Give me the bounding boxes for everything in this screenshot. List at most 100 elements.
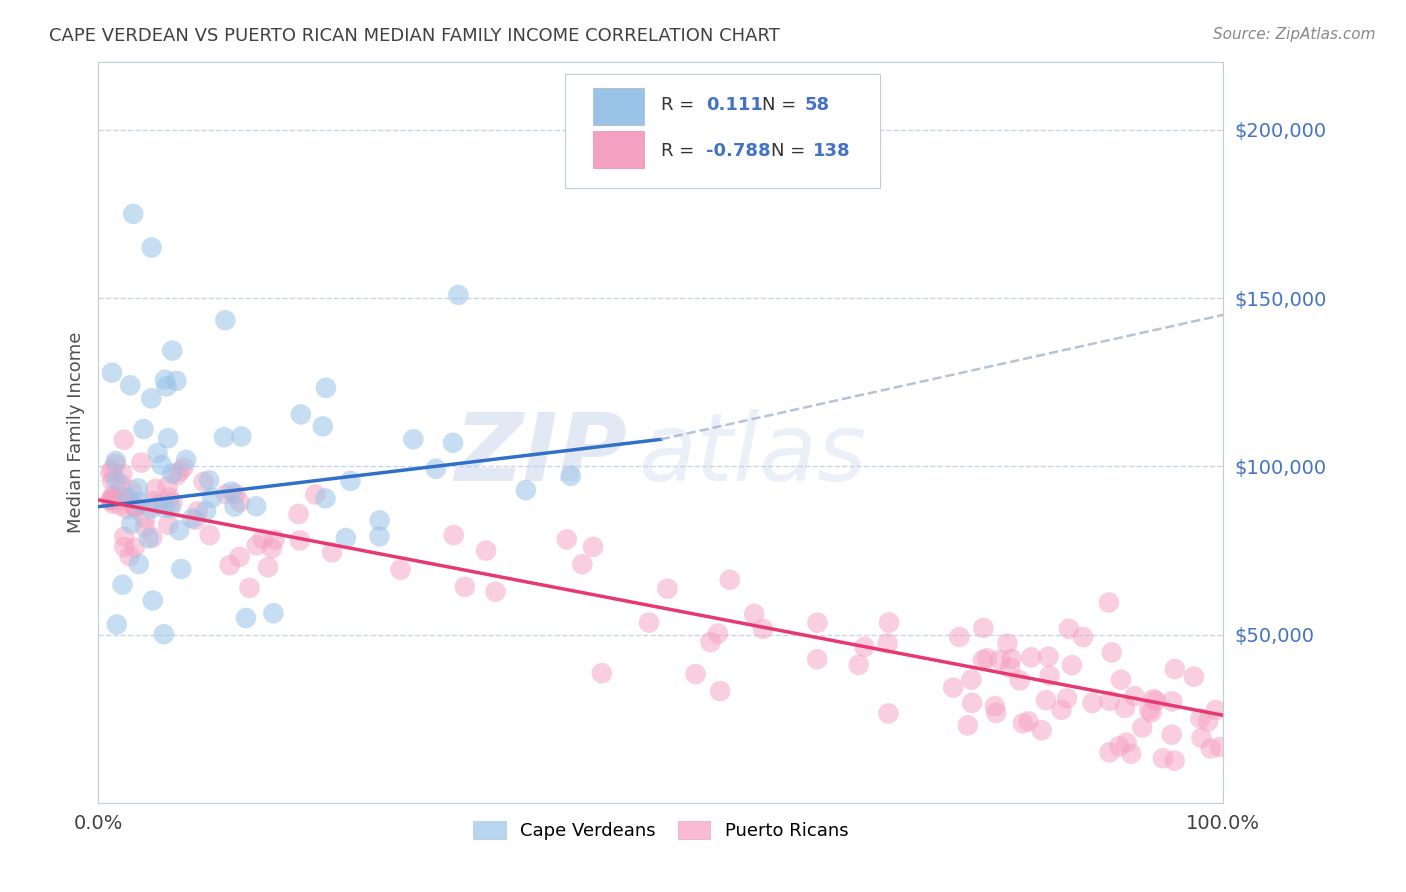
Point bbox=[1109, 673, 1132, 687]
Point bbox=[1108, 739, 1130, 754]
Point bbox=[159, 501, 181, 516]
Point bbox=[447, 288, 470, 302]
Point bbox=[120, 378, 142, 392]
FancyBboxPatch shape bbox=[565, 73, 880, 188]
Point bbox=[718, 573, 741, 587]
Point bbox=[515, 483, 537, 497]
Point bbox=[956, 718, 979, 732]
Point bbox=[1205, 703, 1227, 717]
Point bbox=[201, 491, 224, 505]
Point bbox=[198, 473, 221, 487]
Point bbox=[103, 488, 125, 502]
Point bbox=[112, 530, 135, 544]
Bar bbox=[593, 131, 644, 169]
Point bbox=[1057, 622, 1080, 636]
Point bbox=[238, 581, 260, 595]
Point bbox=[321, 545, 343, 559]
Point bbox=[231, 429, 253, 443]
Point bbox=[1209, 739, 1232, 754]
Point bbox=[1035, 693, 1057, 707]
Point bbox=[1114, 701, 1136, 715]
Point bbox=[134, 520, 156, 534]
Point bbox=[742, 607, 765, 621]
Point bbox=[1197, 714, 1219, 729]
Point bbox=[214, 313, 236, 327]
Point bbox=[224, 500, 246, 514]
Point bbox=[988, 653, 1011, 667]
Point bbox=[484, 584, 506, 599]
Point bbox=[1142, 692, 1164, 706]
Point bbox=[314, 491, 336, 506]
Point bbox=[104, 454, 127, 468]
Point bbox=[218, 558, 240, 573]
Point bbox=[101, 462, 124, 476]
Point bbox=[425, 461, 447, 475]
Point bbox=[972, 621, 994, 635]
Point bbox=[104, 457, 127, 471]
Point bbox=[986, 706, 1008, 720]
Point bbox=[960, 696, 983, 710]
Point bbox=[942, 681, 965, 695]
Point bbox=[1144, 694, 1167, 708]
Point bbox=[170, 562, 193, 576]
Text: Source: ZipAtlas.com: Source: ZipAtlas.com bbox=[1212, 27, 1375, 42]
Text: N =: N = bbox=[762, 95, 801, 113]
Point bbox=[129, 495, 152, 509]
Point bbox=[146, 446, 169, 460]
Point bbox=[156, 479, 179, 493]
Point bbox=[153, 373, 176, 387]
Point bbox=[260, 541, 283, 556]
Point bbox=[685, 667, 707, 681]
Point bbox=[110, 477, 132, 491]
Point bbox=[960, 673, 983, 687]
Point bbox=[287, 507, 309, 521]
Point bbox=[997, 637, 1019, 651]
Point bbox=[120, 483, 142, 498]
Point bbox=[105, 617, 128, 632]
Point bbox=[368, 529, 391, 543]
Point bbox=[165, 374, 187, 388]
Point bbox=[118, 549, 141, 564]
Point bbox=[142, 593, 165, 607]
Point bbox=[707, 626, 730, 640]
Point bbox=[1119, 747, 1142, 761]
Point bbox=[1164, 662, 1187, 676]
Point bbox=[111, 467, 134, 481]
Text: 0.111: 0.111 bbox=[706, 95, 762, 113]
Point bbox=[1031, 723, 1053, 738]
Text: CAPE VERDEAN VS PUERTO RICAN MEDIAN FAMILY INCOME CORRELATION CHART: CAPE VERDEAN VS PUERTO RICAN MEDIAN FAMI… bbox=[49, 27, 780, 45]
Point bbox=[112, 490, 135, 504]
Point bbox=[153, 500, 176, 515]
Point bbox=[124, 541, 146, 555]
Point bbox=[153, 627, 176, 641]
Point bbox=[709, 684, 731, 698]
Point bbox=[555, 533, 578, 547]
Point bbox=[1098, 595, 1121, 609]
Point bbox=[1199, 741, 1222, 756]
Point bbox=[1123, 690, 1146, 704]
Text: R =: R = bbox=[661, 143, 700, 161]
Point bbox=[104, 491, 127, 506]
Point bbox=[111, 578, 134, 592]
Point bbox=[157, 517, 180, 532]
Y-axis label: Median Family Income: Median Family Income bbox=[66, 332, 84, 533]
Point bbox=[162, 343, 184, 358]
Point bbox=[141, 240, 163, 255]
Point bbox=[1056, 691, 1078, 706]
Point bbox=[112, 433, 135, 447]
Point bbox=[1152, 751, 1174, 765]
Point bbox=[115, 502, 138, 516]
Point bbox=[1008, 673, 1031, 688]
Point bbox=[1039, 668, 1062, 682]
Point bbox=[131, 456, 153, 470]
Point bbox=[245, 500, 267, 514]
Point bbox=[219, 484, 242, 499]
Point bbox=[127, 481, 149, 495]
Point bbox=[976, 651, 998, 665]
Point bbox=[1038, 649, 1060, 664]
Point bbox=[120, 516, 142, 531]
Point bbox=[100, 493, 122, 508]
Point bbox=[215, 487, 238, 501]
Point bbox=[169, 464, 191, 478]
Point bbox=[339, 474, 361, 488]
